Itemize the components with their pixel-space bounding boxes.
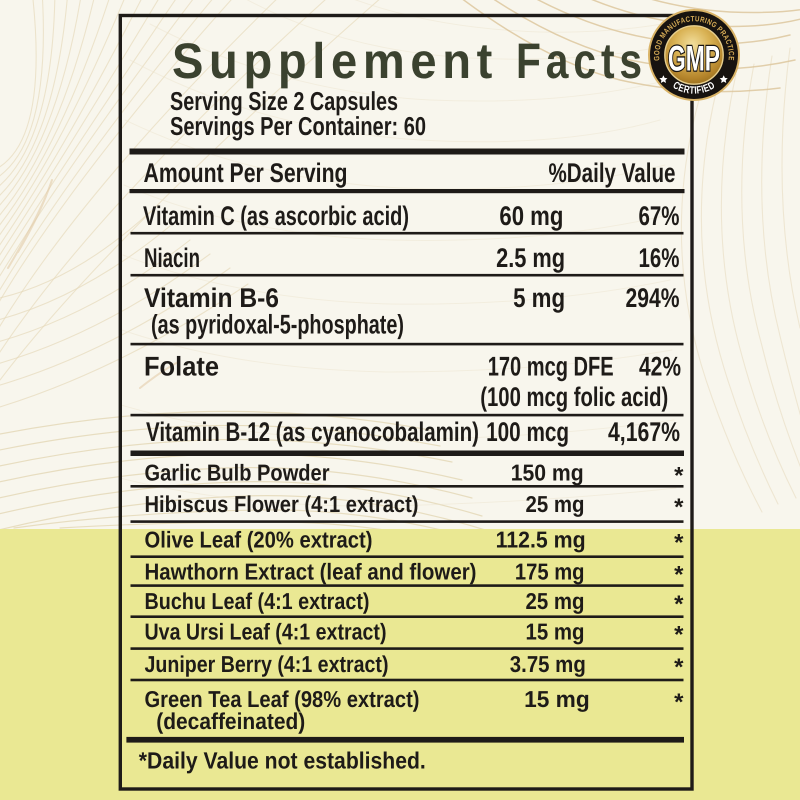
svg-text:CERTIFIED: CERTIFIED <box>671 79 718 96</box>
svg-text:*: * <box>674 462 684 489</box>
svg-text:Vitamin C (as ascorbic acid): Vitamin C (as ascorbic acid) <box>143 201 409 231</box>
svg-text:Uva Ursi Leaf (4:1 extract): Uva Ursi Leaf (4:1 extract) <box>145 619 387 645</box>
svg-text:Buchu Leaf (4:1 extract): Buchu Leaf (4:1 extract) <box>145 588 370 614</box>
svg-text:2.5 mg: 2.5 mg <box>496 243 565 273</box>
svg-text:Folate: Folate <box>144 352 219 382</box>
svg-text:Olive Leaf (20% extract): Olive Leaf (20% extract) <box>145 527 373 553</box>
svg-text:Amount Per Serving: Amount Per Serving <box>144 158 348 188</box>
svg-text:Serving Size 2 Capsules: Serving Size 2 Capsules <box>170 86 398 116</box>
svg-text:15 mg: 15 mg <box>524 686 590 712</box>
svg-text:175 mg: 175 mg <box>515 558 585 584</box>
svg-text:25 mg: 25 mg <box>526 588 585 614</box>
svg-text:*: * <box>674 530 684 557</box>
svg-text:*: * <box>674 622 684 649</box>
svg-text:100 mcg: 100 mcg <box>486 417 569 447</box>
svg-text:Garlic Bulb Powder: Garlic Bulb Powder <box>145 459 330 485</box>
svg-text:%Daily Value: %Daily Value <box>549 158 676 188</box>
svg-text:*: * <box>674 689 684 716</box>
svg-text:16%: 16% <box>639 243 680 273</box>
svg-text:*: * <box>674 654 684 681</box>
svg-text:Vitamin B-12 (as cyanocobalami: Vitamin B-12 (as cyanocobalamin) <box>146 417 479 447</box>
svg-text:*: * <box>674 591 684 618</box>
svg-text:*Daily Value not established.: *Daily Value not established. <box>139 747 426 773</box>
svg-text:GMP: GMP <box>668 39 720 79</box>
svg-text:Facts: Facts <box>516 33 647 89</box>
svg-text:3.75 mg: 3.75 mg <box>510 651 586 677</box>
svg-text:*: * <box>674 561 684 588</box>
svg-text:67%: 67% <box>639 201 680 231</box>
svg-text:294%: 294% <box>626 283 680 313</box>
svg-text:Vitamin B-6: Vitamin B-6 <box>144 283 279 313</box>
svg-text:Green Tea Leaf (98% extract): Green Tea Leaf (98% extract) <box>145 686 420 712</box>
svg-text:(decaffeinated): (decaffeinated) <box>156 708 305 734</box>
svg-text:*: * <box>674 494 684 521</box>
svg-text:Niacin: Niacin <box>144 243 200 273</box>
svg-text:112.5 mg: 112.5 mg <box>496 527 586 553</box>
svg-text:Servings Per Container: 60: Servings Per Container: 60 <box>170 111 426 141</box>
svg-text:(100 mcg folic acid): (100 mcg folic acid) <box>480 382 668 412</box>
svg-text:Juniper Berry (4:1 extract): Juniper Berry (4:1 extract) <box>145 651 389 677</box>
svg-text:Hawthorn Extract (leaf and flo: Hawthorn Extract (leaf and flower) <box>145 558 477 584</box>
svg-text:60 mg: 60 mg <box>499 201 563 231</box>
svg-text:25 mg: 25 mg <box>526 491 585 517</box>
svg-text:(as pyridoxal-5-phosphate): (as pyridoxal-5-phosphate) <box>151 309 404 339</box>
svg-text:150 mg: 150 mg <box>511 459 584 485</box>
svg-text:170 mcg DFE: 170 mcg DFE <box>488 352 614 382</box>
svg-text:42%: 42% <box>639 352 681 382</box>
svg-text:5 mg: 5 mg <box>513 283 565 313</box>
svg-text:Hibiscus Flower (4:1 extract): Hibiscus Flower (4:1 extract) <box>145 491 419 517</box>
svg-text:4,167%: 4,167% <box>608 417 680 447</box>
svg-text:15 mg: 15 mg <box>526 619 585 645</box>
svg-text:Supplement: Supplement <box>172 33 498 89</box>
